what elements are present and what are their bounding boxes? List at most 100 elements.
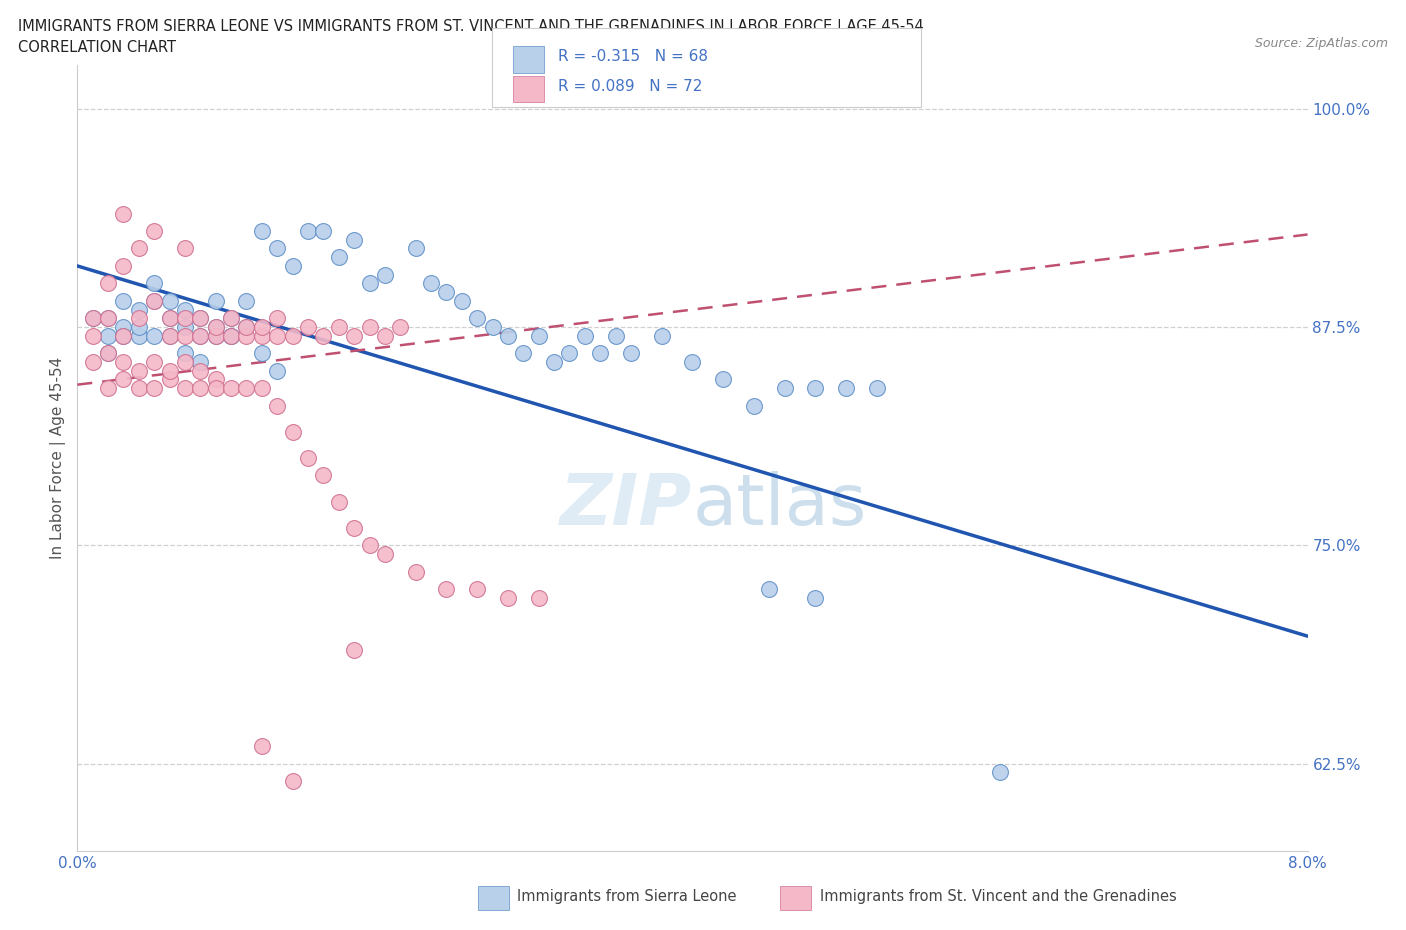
Point — [128, 380, 150, 395]
Point — [804, 380, 827, 395]
Point — [374, 547, 396, 562]
Point — [281, 328, 304, 343]
Point — [297, 320, 319, 335]
Point — [758, 581, 780, 596]
Point — [174, 354, 197, 369]
Point — [804, 591, 827, 605]
Point — [188, 311, 212, 325]
Point — [711, 372, 734, 387]
Point — [235, 320, 257, 335]
Point — [159, 364, 181, 379]
Point — [742, 398, 765, 413]
Point — [82, 311, 104, 325]
Point — [250, 380, 273, 395]
Point — [188, 354, 212, 369]
Point — [235, 293, 257, 308]
Point — [174, 346, 197, 361]
Point — [128, 364, 150, 379]
Point — [235, 320, 257, 335]
Text: Immigrants from St. Vincent and the Grenadines: Immigrants from St. Vincent and the Gren… — [820, 889, 1177, 904]
Point — [405, 241, 427, 256]
Point — [527, 591, 550, 605]
Point — [988, 764, 1011, 779]
Text: Source: ZipAtlas.com: Source: ZipAtlas.com — [1254, 37, 1388, 50]
Point — [204, 372, 226, 387]
Point — [328, 494, 350, 509]
Point — [620, 346, 643, 361]
Point — [835, 380, 858, 395]
Point — [250, 346, 273, 361]
Point — [204, 328, 226, 343]
Point — [219, 380, 242, 395]
Point — [219, 328, 242, 343]
Point — [188, 311, 212, 325]
Point — [112, 354, 135, 369]
Point — [159, 372, 181, 387]
Point — [112, 320, 135, 335]
Point — [328, 320, 350, 335]
Point — [266, 311, 288, 325]
Point — [112, 328, 135, 343]
Point — [250, 223, 273, 238]
Point — [250, 320, 273, 335]
Point — [143, 328, 166, 343]
Text: R = -0.315   N = 68: R = -0.315 N = 68 — [558, 49, 709, 64]
Point — [436, 285, 458, 299]
Point — [112, 206, 135, 221]
Point — [128, 320, 150, 335]
Text: IMMIGRANTS FROM SIERRA LEONE VS IMMIGRANTS FROM ST. VINCENT AND THE GRENADINES I: IMMIGRANTS FROM SIERRA LEONE VS IMMIGRAN… — [18, 19, 924, 34]
Point — [112, 372, 135, 387]
Point — [359, 538, 381, 552]
Point — [465, 581, 488, 596]
Point — [97, 346, 120, 361]
Point — [143, 276, 166, 291]
Point — [97, 328, 120, 343]
Point — [143, 223, 166, 238]
Text: CORRELATION CHART: CORRELATION CHART — [18, 40, 176, 55]
Point — [343, 328, 366, 343]
Point — [112, 328, 135, 343]
Point — [159, 328, 181, 343]
Point — [281, 259, 304, 273]
Point — [682, 354, 704, 369]
Point — [405, 565, 427, 579]
Point — [343, 232, 366, 247]
Point — [174, 302, 197, 317]
Point — [159, 293, 181, 308]
Y-axis label: In Labor Force | Age 45-54: In Labor Force | Age 45-54 — [51, 357, 66, 559]
Point — [159, 328, 181, 343]
Point — [159, 311, 181, 325]
Point — [188, 380, 212, 395]
Text: R = 0.089   N = 72: R = 0.089 N = 72 — [558, 79, 703, 94]
Point — [266, 364, 288, 379]
Point — [328, 250, 350, 265]
Point — [527, 328, 550, 343]
Point — [143, 380, 166, 395]
Point — [219, 328, 242, 343]
Point — [112, 293, 135, 308]
Point — [374, 328, 396, 343]
Point — [481, 320, 503, 335]
Text: Immigrants from Sierra Leone: Immigrants from Sierra Leone — [517, 889, 737, 904]
Point — [773, 380, 796, 395]
Text: atlas: atlas — [693, 471, 868, 539]
Point — [312, 223, 335, 238]
Point — [266, 241, 288, 256]
Point — [359, 320, 381, 335]
Point — [312, 468, 335, 483]
Point — [235, 328, 257, 343]
Point — [374, 267, 396, 282]
Point — [312, 328, 335, 343]
Point — [82, 354, 104, 369]
Point — [143, 293, 166, 308]
Point — [343, 521, 366, 536]
Point — [188, 328, 212, 343]
Point — [174, 328, 197, 343]
Point — [512, 346, 534, 361]
Point — [219, 311, 242, 325]
Point — [574, 328, 596, 343]
Point — [174, 380, 197, 395]
Point — [651, 328, 673, 343]
Point — [266, 398, 288, 413]
Point — [143, 354, 166, 369]
